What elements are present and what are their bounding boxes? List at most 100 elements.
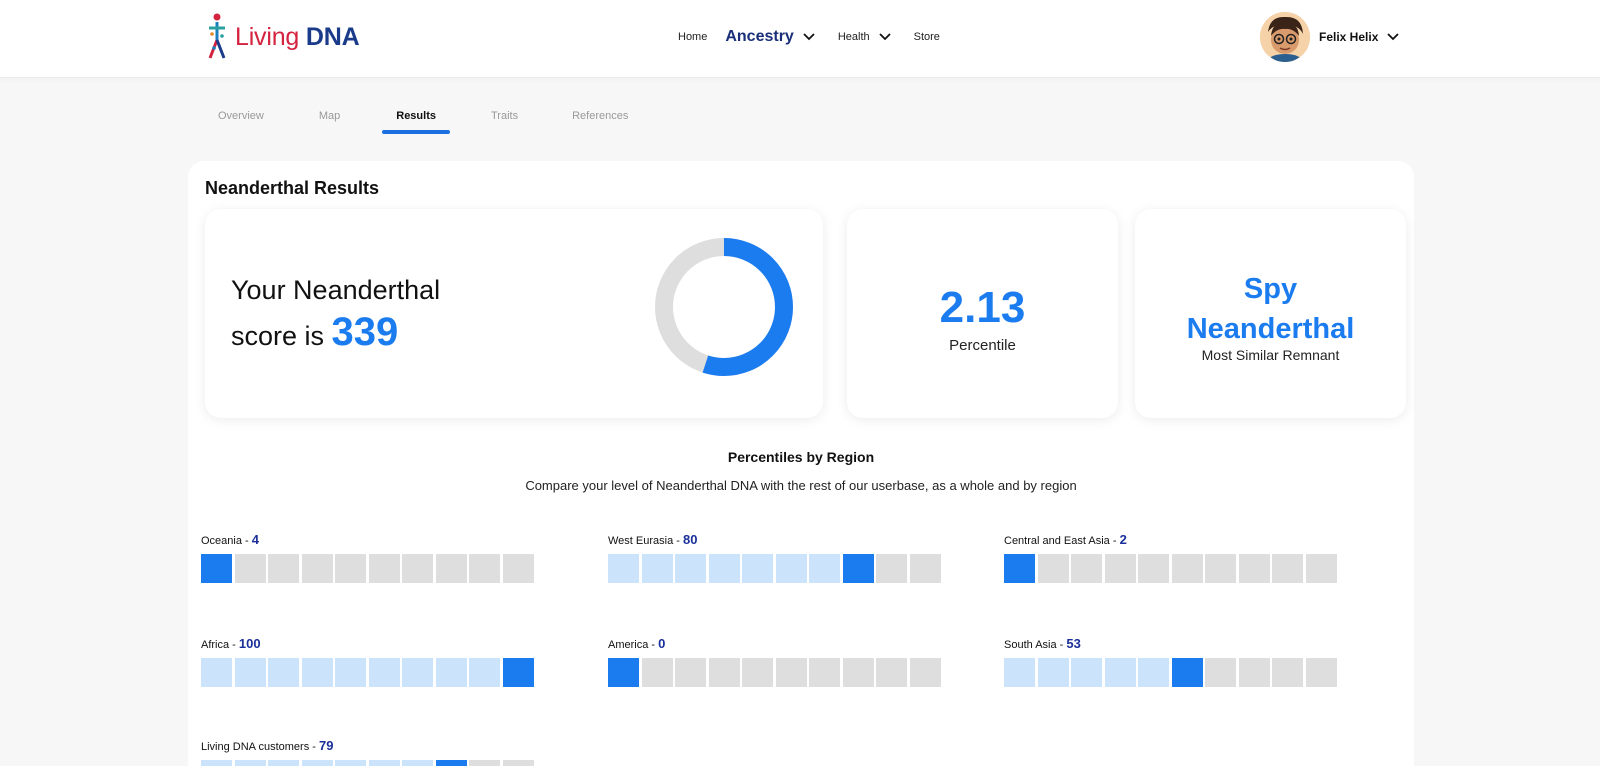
percentile-segment bbox=[675, 658, 706, 687]
living-dna-logo[interactable]: Living DNA bbox=[203, 12, 360, 62]
avatar bbox=[1260, 12, 1310, 62]
tab-results[interactable]: Results bbox=[382, 110, 450, 136]
percentile-bar bbox=[1004, 658, 1344, 687]
percentile-segment bbox=[1305, 658, 1337, 687]
percentile-bar bbox=[1004, 554, 1344, 583]
percentile-segment bbox=[775, 658, 807, 687]
region-value: 79 bbox=[319, 738, 334, 753]
percentile-segment bbox=[335, 760, 366, 766]
percentile-segment bbox=[1305, 554, 1337, 583]
neanderthal-score: 339 bbox=[331, 310, 399, 354]
percentile-bar bbox=[608, 554, 948, 583]
percentile-segment bbox=[402, 760, 433, 766]
percentile-segment bbox=[435, 760, 467, 766]
region-name: Africa bbox=[201, 639, 230, 651]
percentile-segment bbox=[876, 658, 907, 687]
percentile-segment bbox=[368, 658, 400, 687]
region-name: Oceania bbox=[201, 535, 242, 547]
remnant-value: Spy Neanderthal bbox=[1135, 269, 1406, 349]
section-title: Percentiles by Region bbox=[727, 449, 875, 465]
percentile-segment bbox=[1171, 658, 1203, 687]
score-text: Your Neanderthal score is 339 bbox=[231, 269, 440, 357]
region-living-dna-customers: Living DNA customers - 79 bbox=[201, 738, 541, 766]
percentile-segment bbox=[502, 554, 534, 583]
tab-bar: Overview Map Results Traits References bbox=[200, 110, 628, 136]
percentile-segment bbox=[301, 760, 333, 766]
chevron-down-icon bbox=[878, 33, 891, 41]
region-oceania: Oceania - 4 bbox=[201, 532, 541, 583]
tab-references[interactable]: References bbox=[572, 110, 629, 122]
percentile-segment bbox=[842, 554, 874, 583]
percentile-segment bbox=[502, 760, 534, 766]
user-name: Felix Helix bbox=[1319, 30, 1379, 44]
percentile-segment bbox=[301, 554, 333, 583]
percentile-segment bbox=[335, 554, 366, 583]
score-card: Your Neanderthal score is 339 bbox=[205, 209, 823, 418]
logo-dna-text: DNA bbox=[305, 22, 360, 51]
percentile-segment bbox=[234, 658, 266, 687]
percentile-segment bbox=[268, 554, 299, 583]
percentile-segment bbox=[641, 658, 673, 687]
tab-map[interactable]: Map bbox=[318, 110, 341, 122]
percentile-segment bbox=[708, 658, 740, 687]
region-name: South Asia bbox=[1004, 639, 1057, 651]
region-name: Central and East Asia bbox=[1004, 535, 1110, 547]
donut-fill bbox=[655, 238, 793, 376]
section-subtitle: Compare your level of Neanderthal DNA wi… bbox=[525, 478, 1077, 493]
nav-store[interactable]: Store bbox=[913, 31, 940, 43]
region-value: 53 bbox=[1066, 636, 1081, 651]
percentile-segment bbox=[1272, 554, 1303, 583]
region-name: Living DNA customers bbox=[201, 741, 310, 753]
region-value: 80 bbox=[683, 532, 698, 547]
percentile-segment bbox=[742, 554, 773, 583]
region-value: 2 bbox=[1119, 532, 1127, 547]
percentile-segment bbox=[775, 554, 807, 583]
percentile-segment bbox=[1004, 658, 1035, 687]
percentile-segment bbox=[742, 658, 773, 687]
user-menu[interactable]: Felix Helix bbox=[1260, 12, 1402, 62]
nav-health-label: Health bbox=[837, 31, 870, 43]
percentile-segment bbox=[234, 554, 266, 583]
percentile-segment bbox=[1205, 554, 1236, 583]
region-africa: Africa - 100 bbox=[201, 636, 541, 687]
percentile-segment bbox=[201, 554, 232, 583]
tab-traits[interactable]: Traits bbox=[491, 110, 519, 122]
percentile-segment bbox=[1171, 554, 1203, 583]
score-line2-prefix: score is bbox=[231, 321, 325, 351]
percentile-segment bbox=[201, 760, 232, 766]
region-name: America bbox=[608, 639, 649, 651]
percentile-segment bbox=[608, 554, 639, 583]
region-name: West Eurasia bbox=[608, 535, 674, 547]
percentile-segment bbox=[641, 554, 673, 583]
nav-home[interactable]: Home bbox=[678, 31, 708, 43]
percentile-segment bbox=[469, 760, 500, 766]
percentile-bar bbox=[608, 658, 948, 687]
percentile-segment bbox=[675, 554, 706, 583]
region-value: 4 bbox=[251, 532, 259, 547]
percentile-value: 2.13 bbox=[939, 283, 1026, 332]
percentile-segment bbox=[469, 658, 500, 687]
tab-overview[interactable]: Overview bbox=[218, 110, 264, 122]
nav-health[interactable]: Health bbox=[838, 28, 894, 46]
chevron-down-icon bbox=[1387, 33, 1400, 41]
percentile-bar bbox=[201, 554, 541, 583]
percentile-segment bbox=[268, 760, 299, 766]
percentile-segment bbox=[1104, 658, 1136, 687]
nav-ancestry[interactable]: Ancestry bbox=[725, 28, 817, 46]
score-line1: Your Neanderthal bbox=[231, 275, 441, 305]
percentile-segment bbox=[1071, 554, 1102, 583]
remnant-value-line2: Neanderthal bbox=[1186, 313, 1355, 345]
percentile-segment bbox=[1238, 554, 1270, 583]
percentile-segment bbox=[268, 658, 299, 687]
percentile-segment bbox=[1037, 554, 1069, 583]
percentile-segment bbox=[234, 760, 266, 766]
percentile-segment bbox=[909, 658, 941, 687]
percentile-segment bbox=[842, 658, 874, 687]
region-america: America - 0 bbox=[608, 636, 948, 687]
percentile-segment bbox=[809, 554, 840, 583]
percentile-label: Percentile bbox=[949, 337, 1016, 354]
percentile-segment bbox=[402, 658, 433, 687]
percentile-segment bbox=[708, 554, 740, 583]
score-donut-chart bbox=[655, 238, 793, 376]
logo-living-text: Living bbox=[235, 22, 300, 51]
